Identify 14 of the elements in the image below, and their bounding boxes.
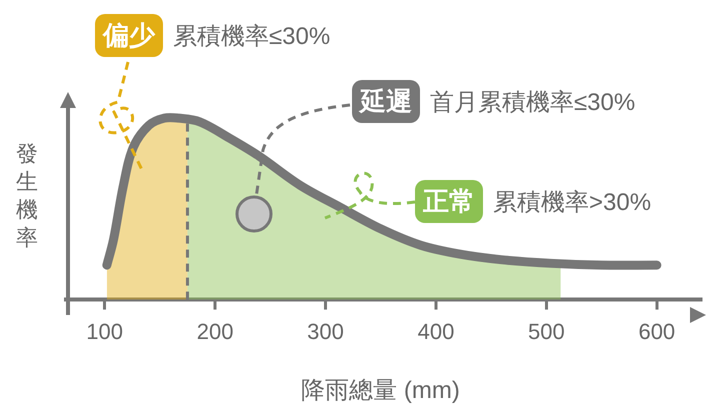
x-tick-label: 100 — [86, 318, 124, 344]
x-tick-label: 300 — [307, 318, 344, 344]
text: 累積機率≤30% — [173, 22, 330, 52]
y-axis-title: 發生機率 — [15, 140, 39, 252]
x-tick-label: 400 — [418, 318, 454, 344]
annotation: 正常 — [415, 180, 483, 223]
text: 偏少 — [95, 14, 163, 57]
annotation: 累積機率>30% — [493, 188, 652, 218]
x-tick-label: 200 — [196, 318, 234, 344]
x-tick-label: 600 — [638, 318, 676, 344]
text: 延遲 — [352, 80, 420, 123]
text: 首月累積機率≤30% — [430, 88, 636, 118]
x-tick-label: 500 — [528, 318, 565, 344]
x-axis-title: 降雨總量 (mm) — [300, 376, 461, 406]
